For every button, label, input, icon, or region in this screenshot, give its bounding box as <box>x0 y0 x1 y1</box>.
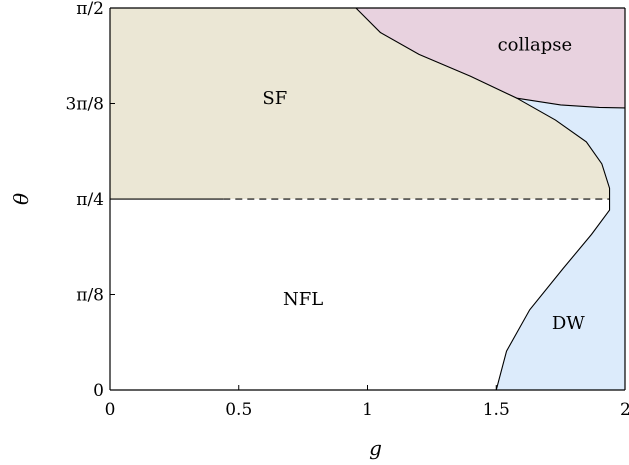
x-tick-label: 2 <box>620 400 629 420</box>
region-dw <box>496 98 625 391</box>
region-sf <box>110 8 610 200</box>
x-tick-label: 0.5 <box>225 400 252 420</box>
x-tick-label: 1 <box>362 400 373 420</box>
x-tick-label: 0 <box>105 400 116 420</box>
labels-layer: g θ SF collapse DW NFL <box>9 35 585 460</box>
x-tick-label: 1.5 <box>483 400 510 420</box>
region-label-dw: DW <box>552 313 585 334</box>
y-tick-label: 3π/8 <box>65 95 104 115</box>
axes-layer <box>109 7 626 391</box>
region-label-collapse: collapse <box>498 35 573 56</box>
x-axis-label: g <box>369 436 382 460</box>
y-tick-label: π/4 <box>76 190 104 210</box>
y-axis-label: θ <box>9 193 33 205</box>
y-tick-label: π/8 <box>76 286 104 306</box>
region-label-nfl: NFL <box>283 289 323 310</box>
region-label-sf: SF <box>262 88 287 109</box>
boundary-collapse-boundary <box>355 7 626 109</box>
region-collapse <box>355 8 625 108</box>
y-tick-label: 0 <box>93 381 104 401</box>
y-tick-label: π/2 <box>76 0 104 19</box>
boundary-sf-dw-boundary <box>495 97 611 391</box>
ticks-layer: 0 0.5 1 1.5 2 0 π/8 π/4 3π/8 π/2 <box>65 0 629 420</box>
boundaries-layer <box>110 7 626 391</box>
